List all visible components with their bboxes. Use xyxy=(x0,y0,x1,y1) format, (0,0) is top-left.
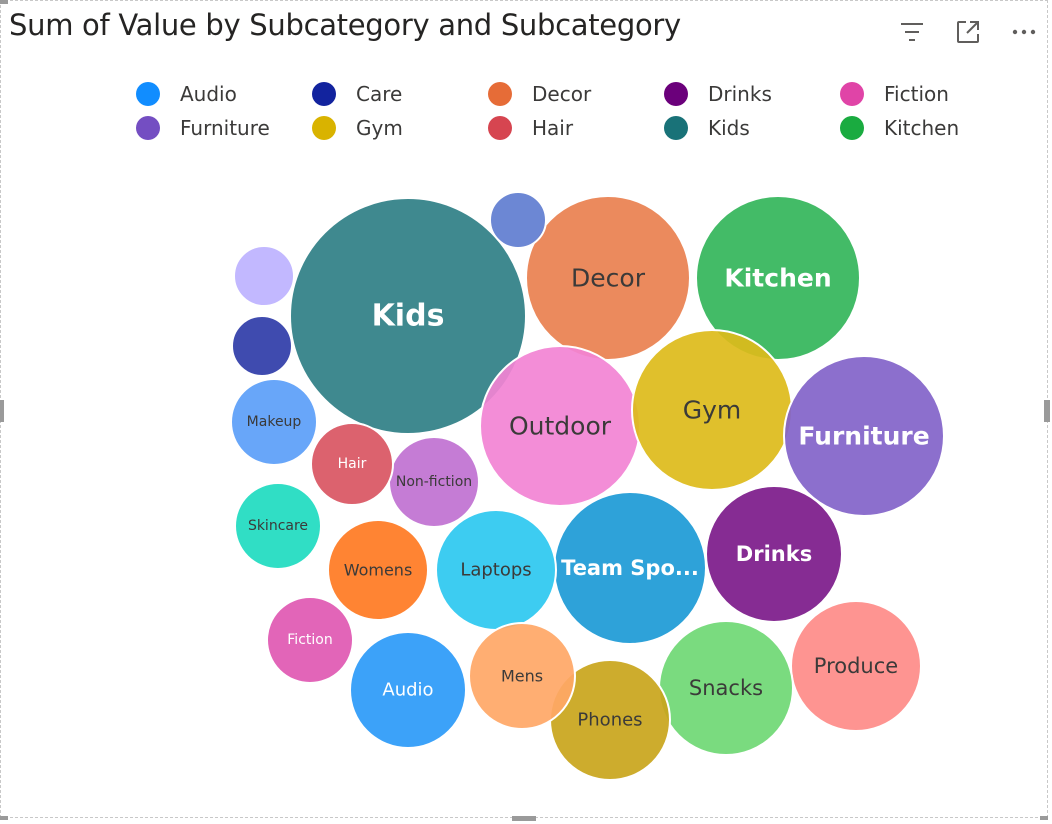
legend-item-kids[interactable]: Kids xyxy=(664,114,750,142)
legend-marker xyxy=(312,82,336,106)
legend-label: Audio xyxy=(180,82,237,106)
bubble-decor[interactable] xyxy=(525,195,691,361)
bubble-label-decor: Decor xyxy=(571,264,646,293)
more-options-icon-glyph xyxy=(1012,29,1036,35)
legend: Audio Care Decor Drinks Fiction Furnitur… xyxy=(132,78,992,148)
bubble-mens[interactable] xyxy=(468,622,576,730)
bubble-kitchen[interactable] xyxy=(695,195,861,361)
bubble-womens[interactable] xyxy=(327,519,429,621)
bubble-care[interactable] xyxy=(231,315,293,377)
legend-item-hair[interactable]: Hair xyxy=(488,114,573,142)
bubble-kids[interactable] xyxy=(289,197,527,435)
legend-marker xyxy=(840,82,864,106)
bubble-drinks[interactable] xyxy=(705,485,843,623)
resize-handle-corner-br[interactable] xyxy=(1040,816,1048,820)
bubble-label-produce: Produce xyxy=(814,654,898,678)
legend-label: Drinks xyxy=(708,82,772,106)
bubble-other-lavender[interactable] xyxy=(233,245,295,307)
bubble-label-team-sports: Team Spo... xyxy=(561,556,699,580)
legend-label: Furniture xyxy=(180,116,270,140)
bubble-label-phones: Phones xyxy=(577,710,642,731)
bubble-label-skincare: Skincare xyxy=(248,518,308,534)
bubble-label-fiction: Fiction xyxy=(287,632,332,648)
legend-label: Kids xyxy=(708,116,750,140)
legend-item-kitchen[interactable]: Kitchen xyxy=(840,114,959,142)
legend-item-furniture[interactable]: Furniture xyxy=(136,114,270,142)
bubble-skincare[interactable] xyxy=(234,482,322,570)
bubble-produce[interactable] xyxy=(790,600,922,732)
bubble-label-gym: Gym xyxy=(683,396,742,425)
legend-label: Decor xyxy=(532,82,592,106)
bubble-furniture[interactable] xyxy=(783,355,945,517)
bubble-label-mens: Mens xyxy=(501,667,543,686)
legend-label: Fiction xyxy=(884,82,949,106)
bubble-label-drinks: Drinks xyxy=(736,542,812,566)
resize-handle-left[interactable] xyxy=(0,400,4,422)
legend-item-fiction[interactable]: Fiction xyxy=(840,80,949,108)
bubble-label-non-fiction: Non-fiction xyxy=(396,474,472,490)
bubble-label-audio: Audio xyxy=(382,680,433,701)
legend-marker xyxy=(136,82,160,106)
legend-marker xyxy=(312,116,336,140)
resize-handle-corner-bl[interactable] xyxy=(0,816,8,820)
bubble-makeup[interactable] xyxy=(230,378,318,466)
resize-handle-corner-tl[interactable] xyxy=(0,0,8,4)
bubble-other-blue[interactable] xyxy=(489,191,547,249)
resize-handle-right[interactable] xyxy=(1044,400,1050,422)
legend-item-decor[interactable]: Decor xyxy=(488,80,591,108)
bubble-label-outdoor: Outdoor xyxy=(509,412,612,441)
legend-item-drinks[interactable]: Drinks xyxy=(664,80,772,108)
legend-label: Gym xyxy=(356,116,403,140)
legend-marker xyxy=(488,116,512,140)
legend-item-audio[interactable]: Audio xyxy=(136,80,237,108)
bubble-label-makeup: Makeup xyxy=(247,414,302,430)
legend-marker xyxy=(136,116,160,140)
chart-title: Sum of Value by Subcategory and Subcateg… xyxy=(9,8,681,42)
legend-label: Kitchen xyxy=(884,116,960,140)
bubble-label-furniture: Furniture xyxy=(798,422,929,451)
bubble-label-kids: Kids xyxy=(372,299,445,334)
legend-marker xyxy=(664,82,688,106)
focus-mode-icon[interactable] xyxy=(954,18,982,46)
bubble-audio[interactable] xyxy=(349,631,467,749)
filter-icon[interactable] xyxy=(898,18,926,46)
bubble-label-hair: Hair xyxy=(338,456,367,472)
legend-label: Hair xyxy=(532,116,574,140)
legend-label: Care xyxy=(356,82,403,106)
bubble-label-kitchen: Kitchen xyxy=(724,264,831,293)
bubble-fiction[interactable] xyxy=(266,596,354,684)
bubble-label-womens: Womens xyxy=(344,561,413,580)
bubble-label-snacks: Snacks xyxy=(689,676,763,700)
focus-mode-icon-glyph xyxy=(957,21,979,43)
legend-marker xyxy=(840,116,864,140)
bubble-hair[interactable] xyxy=(310,422,394,506)
more-options-icon[interactable] xyxy=(1010,18,1038,46)
legend-marker xyxy=(488,82,512,106)
bubble-label-laptops: Laptops xyxy=(460,560,531,581)
legend-item-care[interactable]: Care xyxy=(312,80,402,108)
legend-item-gym[interactable]: Gym xyxy=(312,114,403,142)
resize-handle-bottom[interactable] xyxy=(512,816,536,821)
legend-marker xyxy=(664,116,688,140)
filter-icon-glyph xyxy=(901,23,923,41)
